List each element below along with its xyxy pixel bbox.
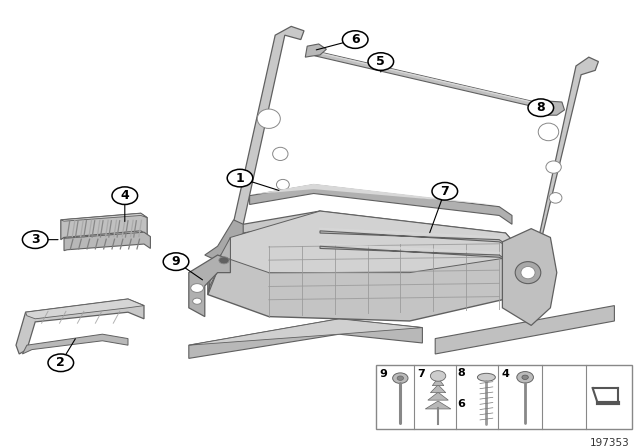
Circle shape xyxy=(193,298,202,304)
Ellipse shape xyxy=(515,262,541,284)
Text: 6: 6 xyxy=(351,33,360,46)
Polygon shape xyxy=(430,385,445,393)
Polygon shape xyxy=(208,211,525,321)
Polygon shape xyxy=(189,319,422,345)
Polygon shape xyxy=(230,211,525,273)
Text: 8: 8 xyxy=(536,101,545,114)
FancyBboxPatch shape xyxy=(376,365,632,429)
Text: 1: 1 xyxy=(236,172,244,185)
Circle shape xyxy=(227,169,253,187)
Circle shape xyxy=(112,187,138,204)
Circle shape xyxy=(392,373,408,383)
Circle shape xyxy=(163,253,189,271)
Polygon shape xyxy=(22,334,128,354)
Polygon shape xyxy=(320,246,512,264)
Polygon shape xyxy=(26,299,144,319)
Polygon shape xyxy=(189,319,422,358)
Text: 3: 3 xyxy=(31,233,40,246)
Polygon shape xyxy=(64,232,150,250)
Ellipse shape xyxy=(546,161,561,173)
Ellipse shape xyxy=(549,193,562,203)
Ellipse shape xyxy=(276,179,289,190)
Circle shape xyxy=(219,257,229,264)
Polygon shape xyxy=(305,44,326,57)
Ellipse shape xyxy=(273,147,288,160)
Polygon shape xyxy=(205,220,243,259)
Text: 6: 6 xyxy=(458,399,465,409)
Ellipse shape xyxy=(538,123,559,141)
Polygon shape xyxy=(16,299,144,354)
Circle shape xyxy=(430,370,445,381)
Circle shape xyxy=(191,284,204,293)
Circle shape xyxy=(22,231,48,249)
Circle shape xyxy=(522,375,529,379)
Polygon shape xyxy=(208,237,230,295)
Polygon shape xyxy=(189,255,230,317)
Polygon shape xyxy=(433,378,444,386)
Text: 7: 7 xyxy=(440,185,449,198)
Text: 4: 4 xyxy=(120,189,129,202)
Text: 197353: 197353 xyxy=(589,438,629,448)
Polygon shape xyxy=(61,213,147,221)
Polygon shape xyxy=(208,237,230,295)
Text: 5: 5 xyxy=(376,55,385,68)
Text: 9: 9 xyxy=(172,255,180,268)
Circle shape xyxy=(397,376,403,380)
Polygon shape xyxy=(545,101,564,115)
Ellipse shape xyxy=(521,267,535,279)
Polygon shape xyxy=(428,392,448,400)
Circle shape xyxy=(48,354,74,371)
Polygon shape xyxy=(425,401,451,409)
Circle shape xyxy=(342,31,368,48)
Polygon shape xyxy=(314,51,552,111)
Circle shape xyxy=(528,99,554,116)
Circle shape xyxy=(368,53,394,70)
Circle shape xyxy=(517,371,534,383)
Text: 8: 8 xyxy=(458,369,465,379)
Ellipse shape xyxy=(477,373,495,381)
Polygon shape xyxy=(502,228,557,325)
Text: 7: 7 xyxy=(417,369,425,379)
Polygon shape xyxy=(512,57,598,281)
Ellipse shape xyxy=(257,109,280,129)
Text: 9: 9 xyxy=(380,369,387,379)
Polygon shape xyxy=(250,185,512,224)
Circle shape xyxy=(432,182,458,200)
Polygon shape xyxy=(214,26,323,259)
Polygon shape xyxy=(435,306,614,354)
Polygon shape xyxy=(61,213,147,240)
Polygon shape xyxy=(253,184,499,205)
Text: 2: 2 xyxy=(56,356,65,369)
Polygon shape xyxy=(320,231,512,249)
Text: 4: 4 xyxy=(501,369,509,379)
